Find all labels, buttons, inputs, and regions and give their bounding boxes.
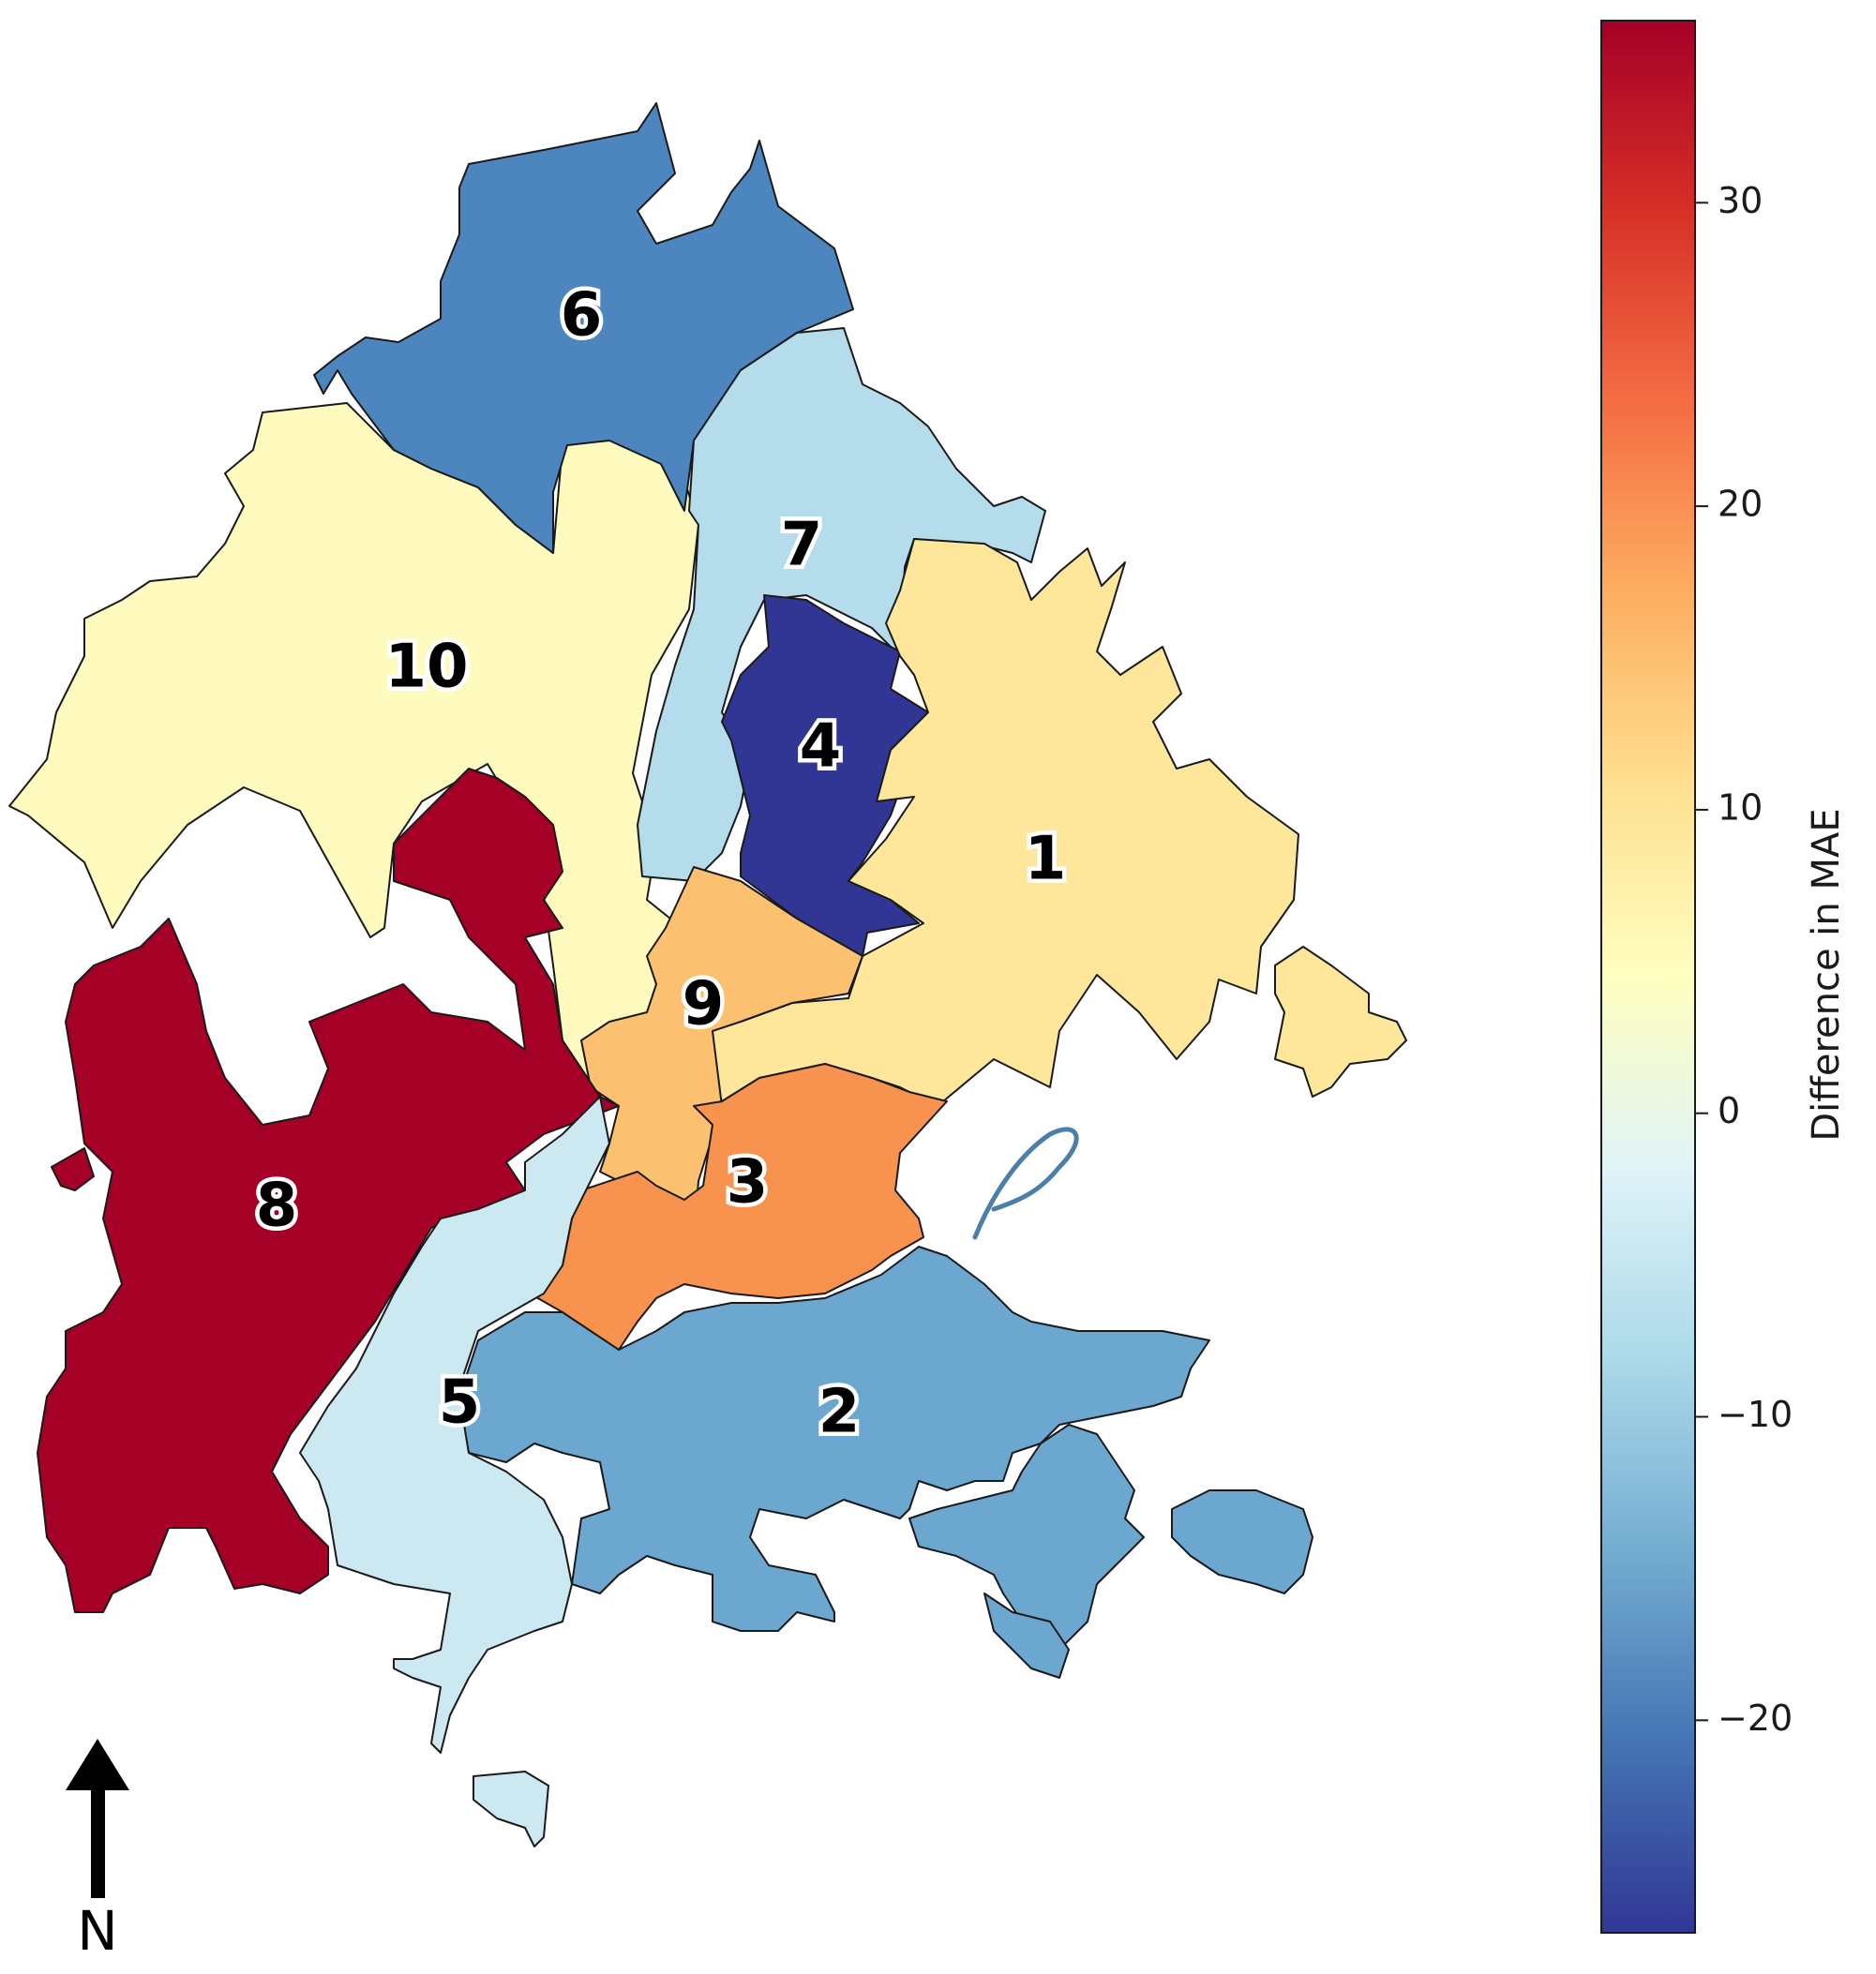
colorbar-ticks: 30 20 10 0 −10 −20 [1695,180,1793,1739]
district-label-1: 1 [1025,825,1067,894]
district-label-9: 9 [683,970,725,1039]
district-label-4: 4 [800,712,842,782]
district-2[interactable] [458,1246,1210,1632]
district-label-2: 2 [818,1378,861,1447]
district-4[interactable] [721,594,929,957]
district-label-3: 3 [727,1148,769,1218]
district-label-10: 10 [384,633,468,702]
district-label-8: 8 [256,1172,298,1241]
district-label-5: 5 [439,1368,481,1438]
colorbar-gradient [1600,20,1696,1934]
district-label-6: 6 [561,281,603,351]
north-label: N [77,1899,117,1963]
colorbar: 30 20 10 0 −10 −20 Difference in MAE [1600,20,1848,1934]
colorbar-tick-label: 30 [1718,180,1763,221]
district-2-south-lobe[interactable] [983,1593,1070,1679]
district-label-7: 7 [781,511,823,580]
district-6[interactable] [313,102,854,554]
north-arrow-shaft [91,1781,105,1898]
district-1-east-lobe[interactable] [1274,946,1407,1098]
district-3[interactable] [529,1063,948,1351]
colorbar-tick-label: 0 [1718,1090,1740,1131]
colorbar-title: Difference in MAE [1805,808,1848,1141]
colorbar-tick-label: −10 [1718,1394,1793,1435]
colorbar-tick-label: 10 [1718,786,1763,828]
district-1[interactable] [693,538,1299,1107]
colorbar-tick-label: 20 [1718,484,1763,525]
colorbar-tick-label: −20 [1718,1697,1793,1739]
north-arrow: N [66,1739,129,1963]
district-8[interactable] [37,768,620,1613]
district-8-west-islet[interactable] [51,1147,95,1191]
north-arrow-head [66,1739,129,1790]
district-2-far-east-lobe[interactable] [1171,1489,1313,1594]
district-5-south-islet[interactable] [473,1771,549,1847]
river-line [972,1127,1079,1240]
